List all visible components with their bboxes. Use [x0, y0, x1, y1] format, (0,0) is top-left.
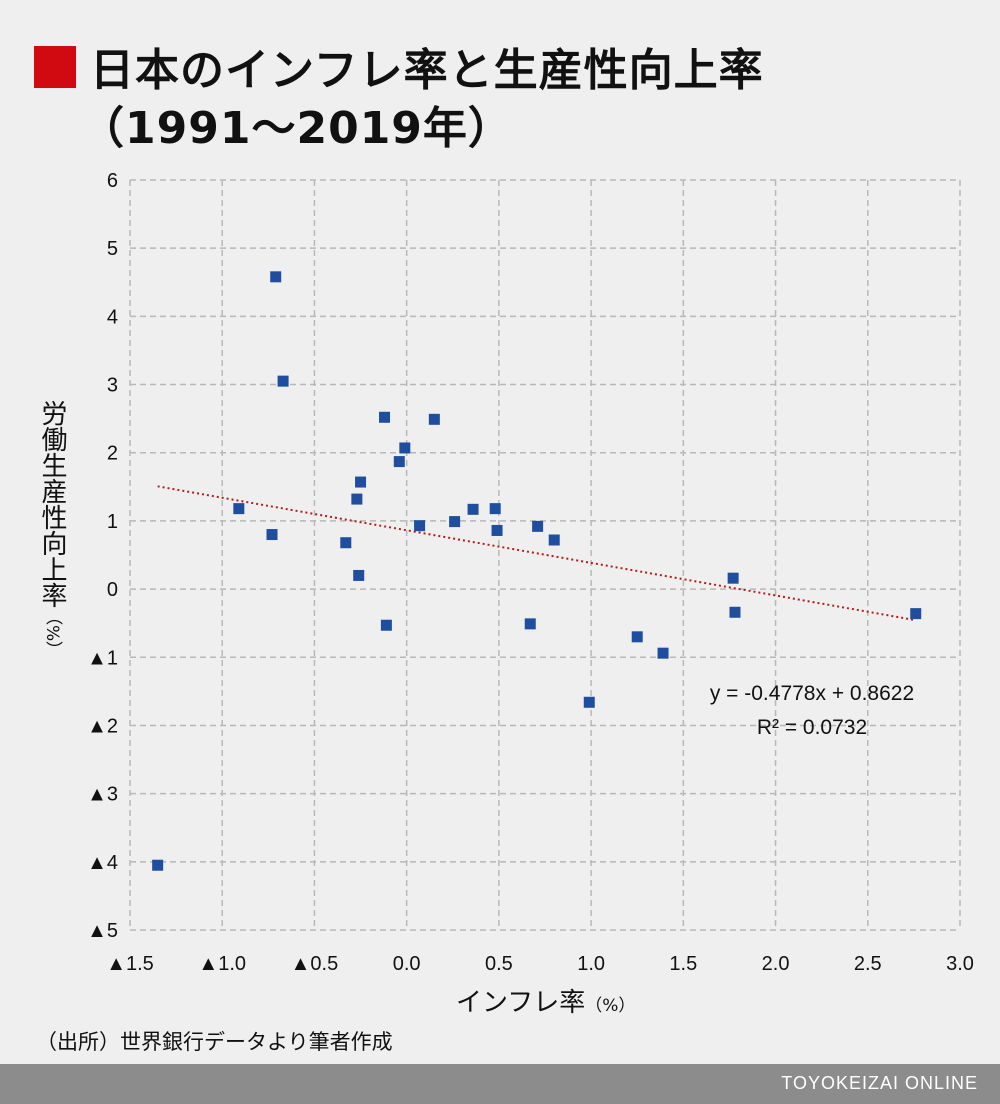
y-tick-label: ▲2 — [87, 715, 118, 737]
data-point-21 — [548, 534, 560, 546]
data-point-13 — [414, 520, 426, 532]
trendline — [157, 485, 916, 622]
chart-title-line2: （1991〜2019年） — [80, 103, 513, 154]
data-point-9 — [379, 411, 391, 423]
y-tick-label: 5 — [107, 238, 118, 260]
data-point-15 — [449, 516, 461, 528]
data-point-8 — [355, 476, 367, 488]
title-accent-square — [34, 46, 76, 88]
data-point-1 — [233, 503, 245, 515]
data-point-23 — [631, 631, 643, 643]
trendline-group — [157, 485, 916, 622]
y-axis-unit: （%） — [42, 608, 62, 659]
data-point-19 — [524, 618, 536, 630]
data-point-0 — [152, 859, 164, 871]
grid-lines — [129, 179, 961, 931]
data-point-18 — [491, 524, 503, 536]
data-point-14 — [428, 413, 440, 425]
x-axis-unit: （%） — [585, 996, 636, 1016]
data-points — [152, 271, 922, 871]
data-point-10 — [380, 619, 392, 631]
data-point-24 — [657, 647, 669, 659]
trendline-equation: y = -0.4778x + 0.8622 — [710, 682, 914, 705]
y-tick-label: 6 — [107, 170, 118, 192]
data-point-26 — [729, 606, 741, 618]
x-tick-label: 1.5 — [669, 953, 697, 975]
y-tick-label: 1 — [107, 511, 118, 533]
x-tick-label: 3.0 — [946, 953, 974, 975]
y-tick-label: 4 — [107, 306, 118, 328]
data-point-12 — [399, 442, 411, 454]
trendline-r2: R² = 0.0732 — [757, 716, 867, 739]
data-point-20 — [532, 520, 544, 532]
y-tick-label: ▲3 — [87, 784, 118, 806]
data-point-6 — [351, 493, 363, 505]
y-tick-label: 3 — [107, 375, 118, 397]
y-axis-label: 労働生産性向上率（%） — [34, 400, 70, 658]
x-axis-label: インフレ率（%） — [456, 982, 635, 1019]
scatter-chart: 6 5 4 3 2 1 0 ▲1 ▲2 ▲3 ▲4 ▲5 ▲1.5 ▲1.0 ▲0.5 0.0 0.5 1.0 1… — [87, 170, 974, 975]
x-tick-label: 2.5 — [854, 953, 882, 975]
brand-logo-text: TOYOKEIZAI ONLINE — [781, 1073, 978, 1093]
x-tick-label: ▲0.5 — [291, 953, 339, 975]
x-tick-label: 0.0 — [393, 953, 421, 975]
data-point-17 — [489, 503, 501, 515]
x-tick-label: 0.5 — [485, 953, 513, 975]
source-note: （出所）世界銀行データより筆者作成 — [36, 1030, 393, 1054]
y-tick-labels: 6 5 4 3 2 1 0 ▲1 ▲2 ▲3 ▲4 ▲5 — [87, 170, 118, 942]
x-tick-label: ▲1.0 — [198, 953, 246, 975]
x-tick-label: 2.0 — [762, 953, 790, 975]
y-tick-label: 2 — [107, 443, 118, 465]
y-tick-label: ▲4 — [87, 852, 118, 874]
chart-title-line1: 日本のインフレ率と生産性向上率 — [90, 45, 764, 96]
data-point-11 — [393, 456, 405, 468]
data-point-25 — [727, 572, 739, 584]
data-point-2 — [266, 529, 278, 541]
y-axis-label-text: 労働生産性向上率 — [37, 400, 67, 608]
data-point-3 — [270, 271, 282, 283]
x-axis-label-text: インフレ率 — [456, 988, 586, 1018]
data-point-7 — [353, 569, 365, 581]
data-point-5 — [340, 537, 352, 549]
data-point-16 — [467, 503, 479, 515]
y-tick-label: 0 — [107, 579, 118, 601]
footer-bar: TOYOKEIZAI ONLINE — [0, 1064, 1000, 1104]
x-tick-label: ▲1.5 — [106, 953, 154, 975]
data-point-22 — [583, 696, 595, 708]
x-tick-labels: ▲1.5 ▲1.0 ▲0.5 0.0 0.5 1.0 1.5 2.0 2.5 3.0 — [106, 953, 974, 975]
y-tick-label: ▲5 — [87, 920, 118, 942]
y-tick-label: ▲1 — [87, 647, 118, 669]
data-point-4 — [277, 375, 289, 387]
data-point-27 — [910, 608, 922, 620]
x-tick-label: 1.0 — [577, 953, 605, 975]
